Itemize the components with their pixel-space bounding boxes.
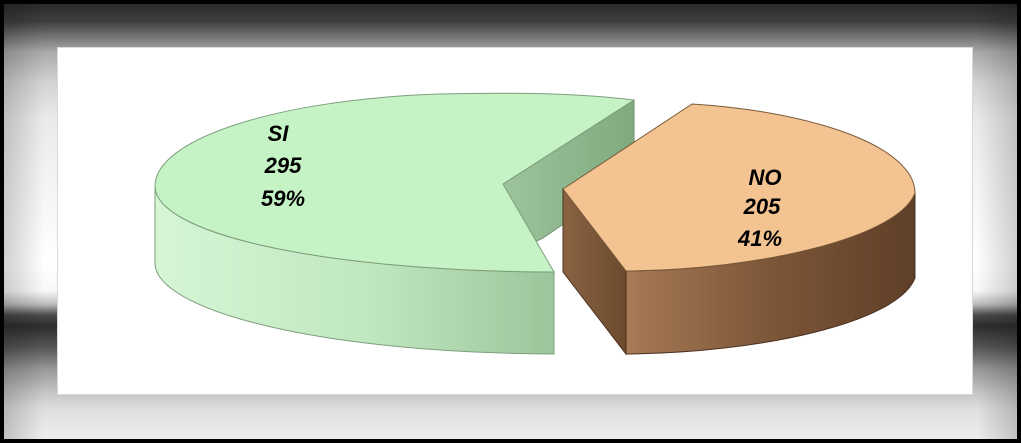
data-label-si-percent: 59%: [261, 186, 305, 211]
data-label-si-category: SI: [268, 121, 290, 146]
pie-chart: SI 295 59% NO 205 41%: [154, 92, 916, 356]
slice-no-top: [562, 103, 916, 272]
data-label-no-category: NO: [749, 165, 782, 190]
frame-left-shade: [4, 4, 44, 439]
data-label-si-value: 295: [264, 153, 302, 178]
slice-no: [562, 103, 916, 356]
data-label-si: SI 295 59%: [261, 121, 305, 211]
slice-si: [154, 92, 636, 355]
slice-si-top: [154, 92, 636, 273]
frame-right-shade: [977, 4, 1017, 439]
plot-area: SI 295 59% NO 205 41%: [57, 47, 973, 395]
data-label-no-percent: 41%: [737, 226, 782, 251]
data-label-no: NO 205 41%: [737, 165, 782, 251]
data-label-no-value: 205: [743, 194, 781, 219]
